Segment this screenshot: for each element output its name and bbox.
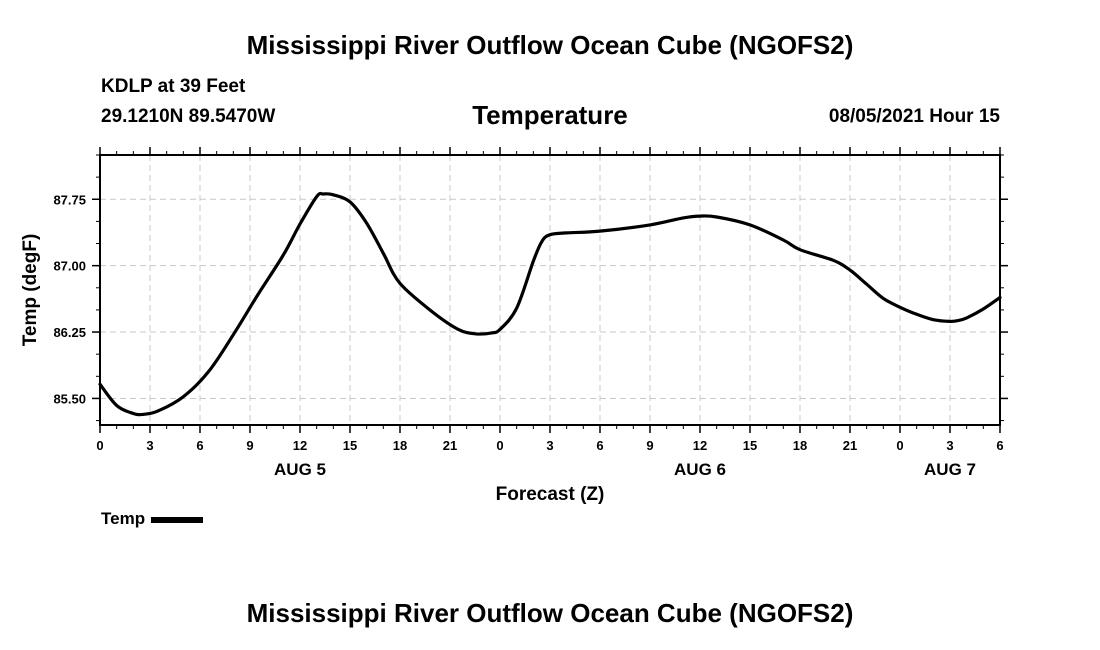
x-axis-title: Forecast (Z) bbox=[496, 484, 605, 505]
x-tick-label: 0 bbox=[96, 438, 103, 453]
x-tick-label: 9 bbox=[246, 438, 253, 453]
axis-labels: 0 3 6 9 12 15 18 21 0 3 6 9 12 15 18 21 0 3 6 AUG 5 AUG 6 AUG… bbox=[53, 192, 1003, 479]
date-label: AUG 7 bbox=[924, 460, 976, 479]
x-tick-label: 0 bbox=[896, 438, 903, 453]
x-tick-label: 6 bbox=[196, 438, 203, 453]
y-tick-label: 87.00 bbox=[53, 259, 86, 274]
y-axis-title: Temp (degF) bbox=[20, 234, 41, 347]
chart-title-bottom: Mississippi River Outflow Ocean Cube (NG… bbox=[246, 598, 854, 628]
date-label: AUG 6 bbox=[674, 460, 726, 479]
x-tick-label: 15 bbox=[343, 438, 357, 453]
x-tick-label: 6 bbox=[596, 438, 603, 453]
x-tick-label: 6 bbox=[996, 438, 1003, 453]
date-label: AUG 5 bbox=[274, 460, 326, 479]
station-label: KDLP at 39 Feet bbox=[101, 76, 246, 97]
legend-label: Temp bbox=[101, 509, 146, 528]
x-tick-label: 12 bbox=[293, 438, 307, 453]
axis-ticks bbox=[92, 147, 1008, 433]
x-tick-label: 21 bbox=[843, 438, 857, 453]
x-tick-label: 15 bbox=[743, 438, 757, 453]
variable-title: Temperature bbox=[472, 100, 628, 130]
x-tick-label: 12 bbox=[693, 438, 707, 453]
chart-title-top: Mississippi River Outflow Ocean Cube (NG… bbox=[246, 30, 854, 60]
y-tick-label: 86.25 bbox=[53, 325, 86, 340]
x-tick-label: 18 bbox=[393, 438, 407, 453]
x-tick-label: 18 bbox=[793, 438, 807, 453]
x-tick-label: 9 bbox=[646, 438, 653, 453]
x-tick-label: 0 bbox=[496, 438, 503, 453]
coordinates-label: 29.1210N 89.5470W bbox=[101, 106, 276, 127]
x-tick-label: 3 bbox=[146, 438, 153, 453]
y-tick-label: 87.75 bbox=[53, 192, 86, 207]
x-tick-label: 3 bbox=[946, 438, 953, 453]
x-tick-label: 3 bbox=[546, 438, 553, 453]
legend: Temp bbox=[101, 509, 204, 529]
grid-lines bbox=[100, 155, 1000, 425]
datetime-label: 08/05/2021 Hour 15 bbox=[828, 106, 1000, 127]
legend-line-swatch bbox=[151, 516, 204, 523]
x-tick-label: 21 bbox=[443, 438, 457, 453]
temp-series-line bbox=[98, 191, 1002, 417]
y-tick-label: 85.50 bbox=[53, 391, 86, 406]
